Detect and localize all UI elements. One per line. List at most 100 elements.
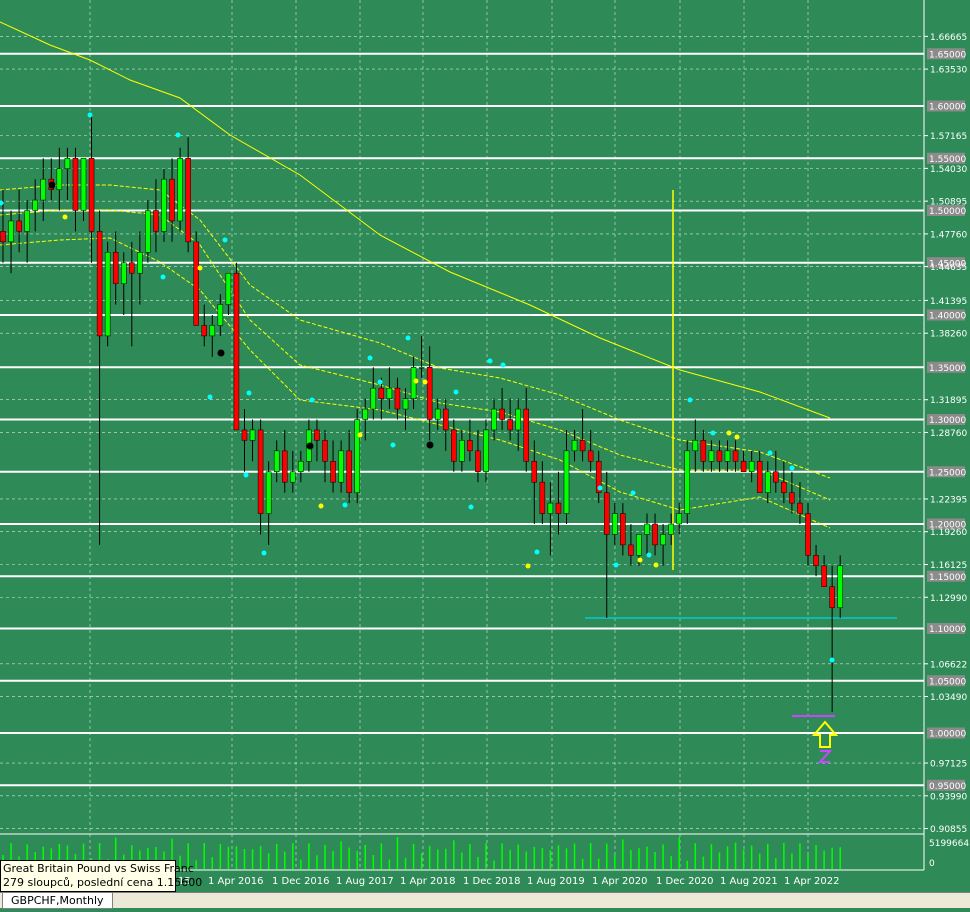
fractal-dot-cyan (500, 362, 506, 368)
bear-candle (620, 513, 626, 546)
price-axis-label: 0.93990 (930, 792, 967, 802)
time-axis-label: 1 Apr 2022 (784, 876, 839, 887)
fractal-dot-cyan (630, 490, 636, 496)
level-label-box (927, 414, 965, 425)
price-axis-label: 1.45000 (929, 259, 966, 269)
bull-candle (145, 210, 151, 253)
bear-candle (330, 461, 336, 483)
time-axis-label: 1 Apr 2020 (592, 876, 647, 887)
fractal-dot-black (48, 181, 56, 189)
bear-candle (88, 158, 95, 232)
fractal-dot-cyan (829, 657, 835, 663)
bear-candle (829, 586, 835, 608)
price-axis-label: 1.55000 (929, 155, 966, 165)
bear-candle (813, 555, 819, 567)
price-axis-label: 1.50895 (930, 198, 967, 208)
fractal-dot-black (217, 349, 225, 357)
level-label-box (927, 570, 965, 582)
bull-candle (547, 502, 554, 514)
price-axis-label: 1.06622 (930, 660, 967, 670)
middle-envelope-line (0, 209, 831, 501)
price-axis-label: 1.65000 (929, 50, 966, 60)
bull-candle (636, 534, 642, 556)
bull-candle (515, 408, 521, 431)
fractal-dot-cyan (222, 237, 228, 243)
bull-candle (563, 450, 570, 514)
bull-candle (40, 178, 46, 201)
bull-candle (209, 325, 216, 337)
time-axis-label: 1 Dec 2016 (272, 876, 330, 887)
bull-candle (724, 450, 731, 462)
price-axis-label: 1.41395 (930, 297, 967, 307)
fractal-dot-yellow (62, 214, 68, 220)
fractal-dot-yellow (318, 503, 324, 509)
price-axis-label: 1.28760 (930, 429, 967, 439)
bull-candle (418, 367, 425, 369)
bull-candle (644, 523, 650, 535)
price-axis-label: 1.20000 (929, 521, 966, 531)
fractal-dot-cyan (160, 274, 166, 280)
bear-candle (394, 387, 401, 410)
bull-candle (24, 210, 30, 232)
bear-candle (282, 450, 288, 483)
bear-candle (523, 408, 529, 462)
bull-candle (64, 158, 71, 169)
bear-candle (201, 325, 207, 337)
symbol-info-box: Great Britain Pound vs Swiss Franc 279 s… (0, 860, 202, 892)
bull-candle (32, 199, 38, 211)
price-axis-label: 1.63530 (930, 66, 967, 76)
fractal-dot-yellow (637, 557, 643, 563)
price-axis-label: 1.30000 (929, 416, 966, 426)
lower-envelope-line (0, 237, 831, 529)
bear-candle (628, 544, 634, 556)
fractal-dot-cyan (87, 112, 93, 118)
price-axis-label: 1.35000 (929, 364, 966, 374)
bear-candle (555, 502, 562, 514)
bear-candle (740, 461, 747, 472)
bear-candle (732, 450, 739, 462)
fractal-dot-yellow (197, 265, 203, 271)
bull-candle (571, 440, 578, 452)
bear-candle (499, 408, 505, 420)
bull-candle (459, 440, 465, 462)
bear-candle (797, 502, 803, 514)
fractal-dot-cyan (405, 335, 411, 341)
level-label-box (927, 623, 965, 634)
bear-candle (507, 419, 513, 431)
fractal-dot-yellow (525, 563, 531, 569)
bear-candle (185, 158, 191, 243)
bull-candle (137, 252, 143, 274)
fractal-dot-yellow (653, 562, 659, 568)
fractal-dot-cyan (767, 450, 773, 456)
bear-candle (16, 220, 22, 232)
bull-candle (402, 398, 409, 410)
bear-candle (169, 178, 175, 222)
bull-candle (612, 513, 618, 535)
bull-candle (748, 461, 755, 472)
bull-candle (56, 168, 63, 190)
bear-candle (700, 440, 707, 462)
time-axis-label: 1 Aug 2019 (527, 876, 585, 887)
bull-candle (660, 534, 666, 546)
bear-candle (443, 408, 449, 431)
price-axis-label: 0.95000 (929, 782, 966, 792)
bear-candle (112, 252, 119, 284)
price-axis-label: 1.12990 (930, 594, 967, 604)
price-axis-label: 1.54030 (930, 165, 967, 175)
price-axis-label: 1.16125 (930, 561, 967, 571)
bull-candle (684, 450, 690, 514)
chart-tab-gbpchf-monthly[interactable]: GBPCHF,Monthly (2, 893, 113, 909)
bull-candle (104, 252, 111, 337)
volume-axis-label: 0 (929, 859, 935, 869)
bull-candle (765, 471, 771, 493)
fractal-dot-yellow (422, 379, 428, 385)
price-axis-label: 1.25000 (929, 468, 966, 478)
fractal-dot-cyan (261, 550, 267, 556)
fractal-dot-black (426, 441, 434, 449)
fractal-dot-yellow (734, 434, 740, 440)
bear-candle (257, 429, 264, 514)
zigzag-z-icon (817, 750, 833, 763)
level-label-box (927, 257, 965, 269)
